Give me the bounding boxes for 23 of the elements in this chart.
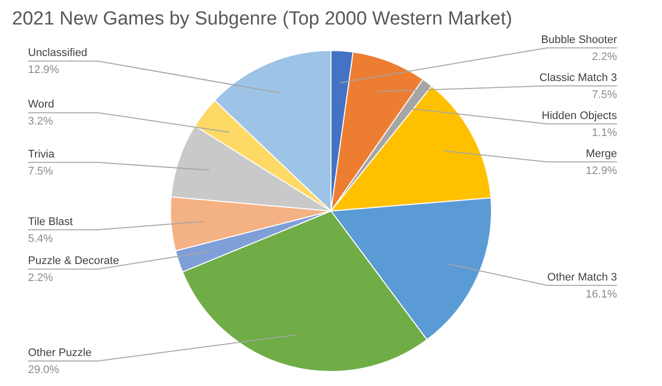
slice-label: Merge: [586, 148, 617, 160]
slice-label: Other Puzzle: [28, 347, 92, 359]
slice-label: Classic Match 3: [539, 72, 617, 84]
data-label: 7.5%: [592, 88, 618, 101]
slice-label: Tile Blast: [28, 216, 73, 228]
data-label: 2.2%: [592, 50, 618, 63]
chart-title: 2021 New Games by Subgenre (Top 2000 Western Market): [12, 8, 512, 30]
slice-label: Puzzle & Decorate: [28, 255, 120, 268]
slice-label: Unclassified: [28, 47, 88, 60]
data-label: 2.2%: [28, 272, 54, 284]
slice-label: Trivia: [28, 148, 56, 160]
slice-label: Other Match 3: [547, 271, 617, 284]
data-label: 12.9%: [586, 164, 618, 177]
data-label: 5.4%: [28, 232, 54, 245]
slice-label: Bubble Shooter: [541, 34, 618, 46]
data-label: 7.5%: [28, 165, 54, 178]
data-label: 29.0%: [28, 364, 60, 376]
slice-label: Word: [28, 98, 54, 111]
data-label: 12.9%: [28, 64, 60, 76]
data-label: 16.1%: [586, 288, 618, 300]
data-label: 3.2%: [28, 116, 54, 128]
data-label: 1.1%: [592, 126, 618, 139]
slice-label: Hidden Objects: [542, 110, 618, 122]
